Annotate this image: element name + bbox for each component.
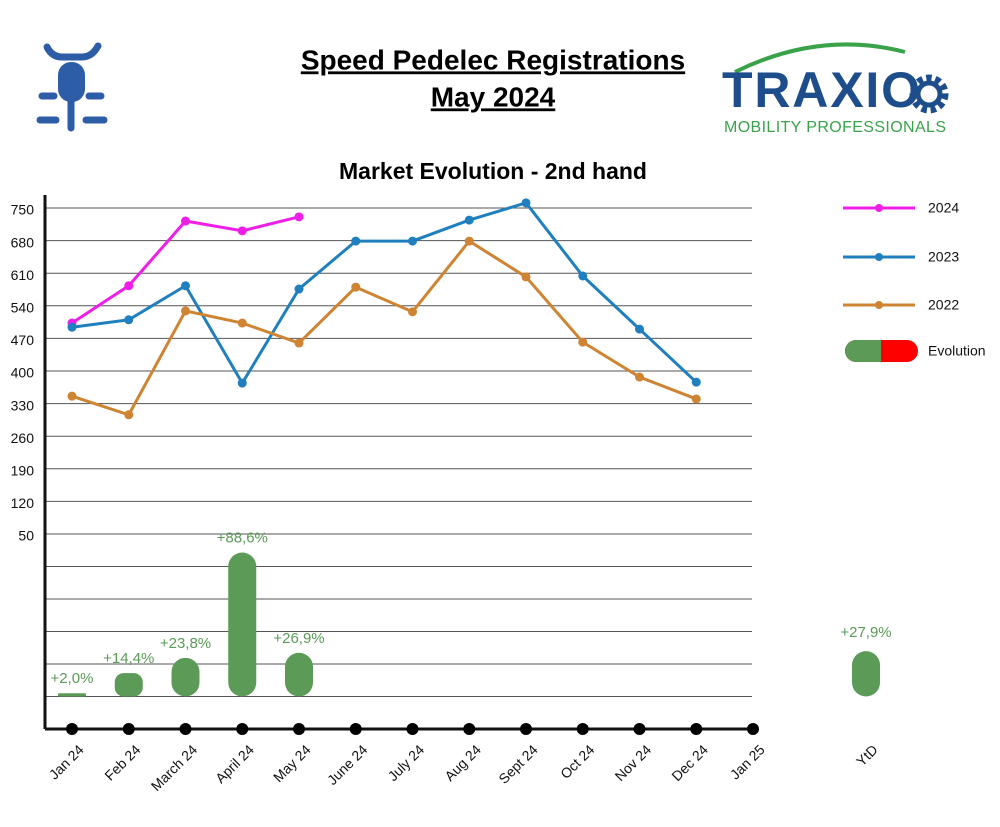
ytd-value-label: +27,9%	[840, 624, 891, 641]
y-tick-label: 610	[11, 267, 35, 283]
legend-dot	[875, 301, 883, 309]
series-point	[237, 226, 247, 236]
series-point	[521, 198, 531, 208]
series-point	[578, 271, 588, 281]
value-label: +88,6%	[217, 529, 268, 546]
y-tick-label: 190	[11, 463, 35, 479]
series-point	[351, 282, 361, 292]
series-point	[294, 212, 304, 222]
evolution-bar	[228, 552, 257, 697]
axis-dot	[66, 723, 78, 735]
x-tick-label: April 24	[212, 741, 257, 786]
series-point	[691, 394, 701, 404]
axis-dot	[179, 723, 192, 735]
evolution-bar	[114, 673, 143, 697]
axis-dot	[747, 723, 759, 735]
series-point	[464, 236, 474, 246]
x-tick-label: Nov 24	[612, 741, 655, 784]
axis-dot	[406, 723, 419, 735]
x-tick-label: Aug 24	[441, 741, 484, 784]
x-tick-label: Jan 25	[727, 741, 768, 782]
series-point	[521, 272, 531, 282]
ytd-label: YtD	[853, 741, 881, 769]
axis-dot	[463, 723, 476, 735]
legend-swatch	[845, 340, 881, 362]
value-label: +2,0%	[51, 670, 94, 687]
axis-dot	[293, 723, 305, 735]
legend-label: 2023	[928, 249, 959, 265]
legend-dot	[875, 253, 883, 261]
y-tick-label: 260	[11, 430, 35, 446]
chart-title: Market Evolution - 2nd hand	[339, 158, 647, 184]
x-tick-label: Jan 24	[46, 741, 87, 782]
value-label: +26,9%	[273, 630, 324, 647]
y-tick-label: 540	[11, 300, 35, 316]
series-point	[294, 338, 304, 348]
logo-tagline: MOBILITY PROFESSIONALS	[724, 119, 946, 136]
axis-dot	[236, 723, 249, 735]
series-point	[294, 284, 304, 294]
y-tick-label: 330	[11, 397, 35, 413]
y-tick-label: 470	[11, 332, 35, 348]
logo-swoosh	[734, 42, 906, 74]
series-point	[181, 306, 190, 316]
x-tick-label: Sept 24	[495, 741, 541, 787]
series-point	[67, 391, 77, 401]
x-tick-label: June 24	[324, 741, 371, 788]
x-tick-label: Feb 24	[101, 741, 143, 783]
evolution-bar	[285, 652, 313, 697]
x-tick-label: Oct 24	[557, 741, 598, 782]
logo-gear	[909, 74, 949, 114]
y-tick-label: 50	[18, 528, 34, 544]
legend-dot	[875, 204, 883, 212]
series-point	[578, 337, 588, 347]
series-point	[464, 215, 474, 225]
axis-dot	[349, 723, 362, 735]
series-point	[181, 281, 190, 291]
axis-dot	[633, 723, 646, 735]
evolution-bar	[58, 693, 86, 697]
series-point	[67, 322, 77, 332]
evolution-bar	[171, 657, 200, 697]
series-line	[71, 201, 698, 387]
series-point	[181, 216, 190, 226]
series-line	[71, 239, 697, 417]
series-point	[124, 410, 134, 420]
series-point	[691, 377, 701, 387]
series-point	[237, 318, 247, 328]
axis-dot	[520, 723, 532, 735]
title: May 2024	[431, 81, 556, 112]
series-point	[408, 236, 417, 246]
title: Speed Pedelec Registrations	[301, 44, 685, 75]
legend-label: Evolution	[928, 343, 986, 359]
x-tick-label: May 24	[270, 741, 314, 785]
axis-dot	[690, 723, 703, 735]
y-tick-label: 120	[11, 495, 35, 511]
y-tick-label: 750	[11, 202, 35, 218]
legend-label: 2024	[928, 200, 959, 216]
x-tick-label: Dec 24	[668, 741, 711, 784]
x-tick-label: March 24	[148, 741, 201, 794]
series-point	[124, 315, 134, 325]
series-point	[351, 236, 361, 246]
value-label: +14,4%	[103, 650, 154, 667]
value-label: +23,8%	[160, 635, 211, 652]
legend-label: 2022	[928, 297, 959, 313]
series-point	[124, 281, 134, 291]
y-tick-label: 680	[11, 234, 35, 250]
y-tick-label: 400	[11, 365, 35, 381]
ytd-bar	[852, 651, 880, 697]
scooter-icon	[36, 42, 108, 132]
series-point	[408, 307, 417, 317]
logo-name: TRAXIO	[722, 62, 920, 118]
series-point	[635, 324, 644, 334]
axis-dot	[122, 723, 135, 735]
axis-dot	[576, 723, 589, 735]
x-tick-label: July 24	[385, 741, 428, 784]
series-point	[635, 372, 644, 382]
series-point	[237, 378, 247, 388]
